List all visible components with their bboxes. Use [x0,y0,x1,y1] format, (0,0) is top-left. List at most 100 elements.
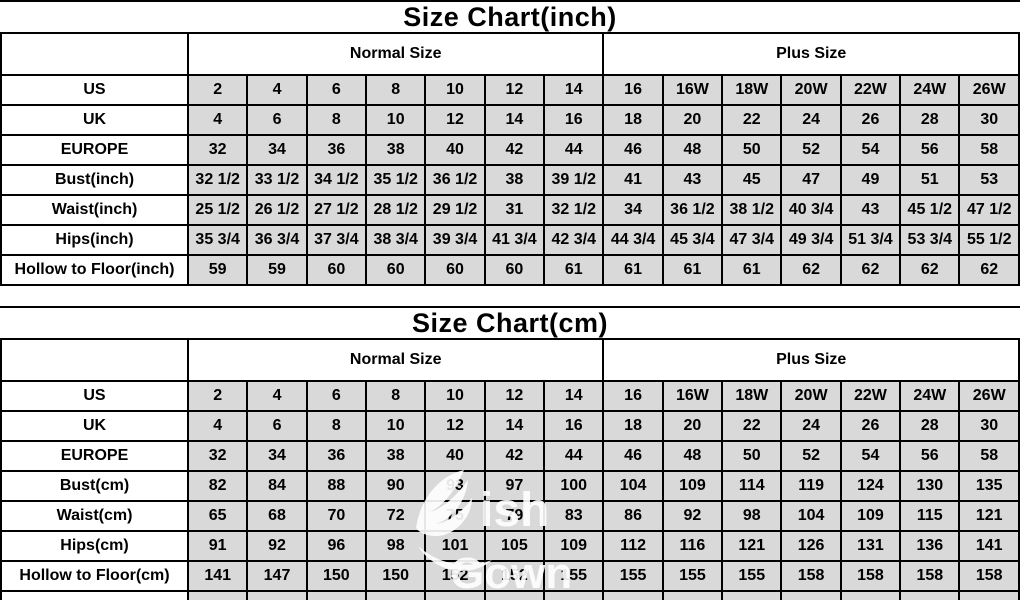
size-cell [186,590,249,600]
size-cell: 51 [899,164,961,196]
size-cell: 44 [543,134,605,166]
size-cell: 41 [602,164,664,196]
size-cell: 14 [483,104,546,136]
row-label [0,590,189,600]
size-cell: 96 [305,530,368,562]
size-cell: 34 [246,440,308,472]
size-cell: 25 1/2 [186,194,249,226]
group-header-row: Normal Size Plus Size [0,32,1020,76]
size-cell: 40 [424,440,486,472]
size-cell: 155 [661,560,724,592]
size-cell: 50 [721,134,783,166]
size-cell: 155 [602,560,664,592]
size-cell: 53 3/4 [899,224,961,256]
size-cell: 24 [780,410,842,442]
size-cell: 43 [661,164,724,196]
size-cell: 38 1/2 [721,194,783,226]
size-cell: 124 [839,470,902,502]
size-cell [483,590,546,600]
size-cell: 29 1/2 [424,194,486,226]
size-cell: 86 [602,500,664,532]
size-cell: 116 [661,530,724,562]
row-label: US [0,74,189,106]
size-cell: 24W [899,380,961,412]
size-cell: 61 [543,254,605,286]
row-label: Bust(cm) [0,470,189,502]
size-cell: 150 [305,560,368,592]
size-cell: 105 [483,530,546,562]
size-cell: 83 [543,500,605,532]
size-cell: 135 [958,470,1020,502]
size-cell: 109 [543,530,605,562]
size-cell: 30 [958,410,1020,442]
size-cell: 22 [721,104,783,136]
size-cell: 24W [899,74,961,106]
size-cell: 59 [186,254,249,286]
size-cell: 61 [721,254,783,286]
size-cell: 58 [958,440,1020,472]
size-cell: 16W [661,380,724,412]
size-cell: 109 [661,470,724,502]
row-label: US [0,380,189,412]
size-cell: 141 [186,560,249,592]
size-cell: 20W [780,380,842,412]
size-cell [721,590,783,600]
table-row: Bust(cm) 82 84 88 90 93 97 100 104 109 114 119 124 13… [0,470,1020,502]
size-cell: 84 [246,470,308,502]
size-cell: 119 [780,470,842,502]
size-chart-cm-section: Size Chart(cm) Normal Size Plus Size US 2 4 6… [0,306,1020,600]
size-cell: 12 [483,380,546,412]
size-cell [661,590,724,600]
size-cell [246,590,308,600]
size-cell: 49 [839,164,902,196]
size-cell: 109 [839,500,902,532]
size-cell: 65 [186,500,249,532]
size-cell: 16 [543,104,605,136]
size-cell: 22 [721,410,783,442]
size-table-inch: Normal Size Plus Size US 2 4 6 8 10 12 14 16 16W 18W… [0,32,1020,286]
size-cell: 72 [365,500,427,532]
size-cell [305,590,368,600]
size-cell [365,590,427,600]
size-cell: 32 1/2 [186,164,249,196]
partial-row [0,590,1020,600]
size-chart-inch-section: Size Chart(inch) Normal Size Plus Size US 2… [0,0,1020,286]
size-cell: 114 [721,470,783,502]
size-cell: 131 [839,530,902,562]
size-cell: 30 [958,104,1020,136]
size-cell: 98 [365,530,427,562]
size-cell: 61 [602,254,664,286]
size-cell: 60 [424,254,486,286]
table-row: US 2 4 6 8 10 12 14 16 16W 18W 20W 22W 24W 26W [0,380,1020,412]
size-cell: 60 [365,254,427,286]
size-cell: 4 [186,104,249,136]
table-row: US 2 4 6 8 10 12 14 16 16W 18W 20W 22W 24W 26W [0,74,1020,106]
size-cell: 10 [365,104,427,136]
row-label: Hips(inch) [0,224,189,256]
size-cell: 42 3/4 [543,224,605,256]
row-label: Hollow to Floor(cm) [0,560,189,592]
size-table-cm: Normal Size Plus Size US 2 4 6 8 10 12 14 16 16W 18W… [0,338,1020,600]
size-cell: 18W [721,380,783,412]
size-cell: 49 3/4 [780,224,842,256]
size-cell: 16 [602,74,664,106]
size-cell: 34 1/2 [305,164,368,196]
size-cell: 2 [186,380,249,412]
size-cell: 38 3/4 [365,224,427,256]
row-label: Hips(cm) [0,530,189,562]
size-cell: 40 [424,134,486,166]
table-row: EUROPE 32 34 36 38 40 42 44 46 48 50 52 54 56 58 [0,440,1020,472]
size-cell [543,590,605,600]
row-label: Bust(inch) [0,164,189,196]
size-cell: 121 [721,530,783,562]
row-label: Waist(inch) [0,194,189,226]
chart-title-inch: Size Chart(inch) [0,0,1020,32]
size-cell [602,590,664,600]
table-row: Hips(cm) 91 92 96 98 101 105 109 112 116 121 126 131… [0,530,1020,562]
size-cell: 12 [483,74,546,106]
size-cell: 26 [839,104,902,136]
size-cell: 75 [424,500,486,532]
size-cell: 45 [721,164,783,196]
size-cell: 60 [483,254,546,286]
table-row: Bust(inch) 32 1/2 33 1/2 34 1/2 35 1/2 36 1/2… [0,164,1020,196]
